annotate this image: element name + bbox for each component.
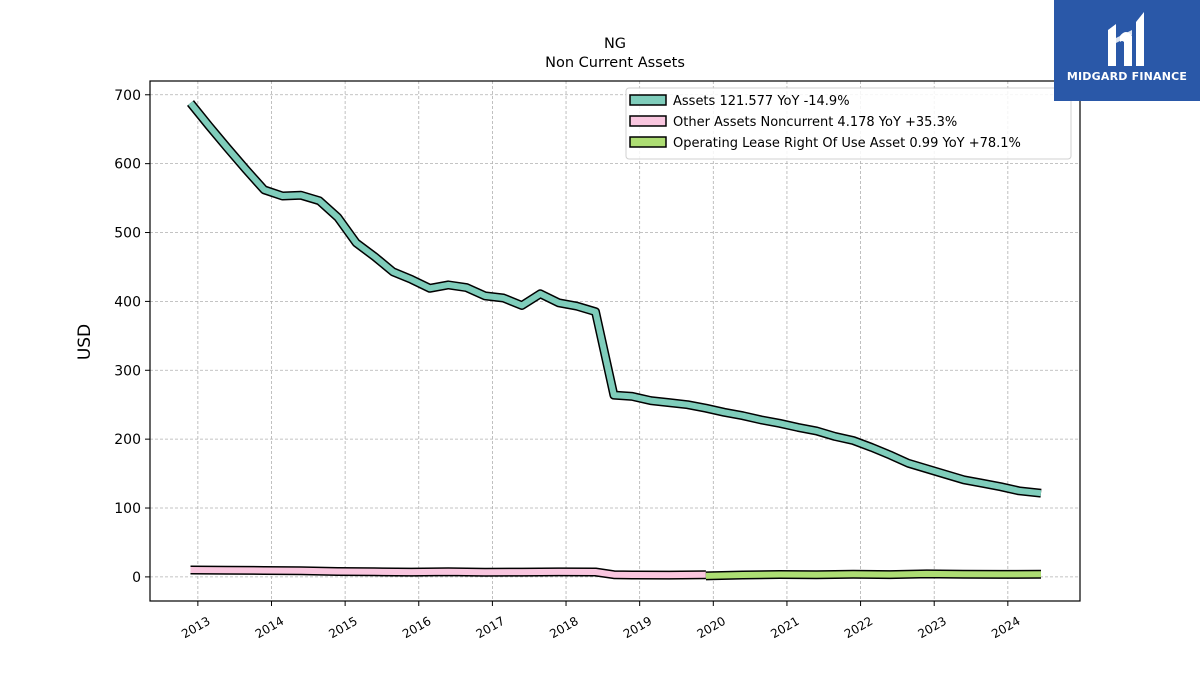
series-lines (186, 100, 1042, 581)
x-tick-label: 2018 (547, 614, 580, 641)
x-tick-label: 2021 (768, 614, 801, 641)
x-tick-label: 2020 (695, 614, 728, 641)
y-tick-label: 300 (114, 363, 141, 379)
legend-label: Other Assets Noncurrent 4.178 YoY +35.3% (673, 115, 957, 130)
x-tick-label: 2023 (915, 614, 948, 641)
x-tick-label: 2013 (179, 614, 212, 641)
series-line-2 (705, 570, 1042, 579)
y-axis-label: USD (75, 324, 95, 360)
legend-label: Assets 121.577 YoY -14.9% (673, 94, 850, 109)
grid (150, 81, 1080, 601)
series-outline-0 (186, 100, 1042, 498)
y-tick-label: 0 (132, 570, 141, 586)
legend-box (625, 87, 1072, 160)
x-tick-label: 2017 (474, 614, 507, 641)
logo-text: MIDGARD FINANCE (1066, 70, 1188, 83)
x-tick-label: 2016 (400, 614, 433, 641)
y-tick-label: 500 (114, 226, 141, 242)
legend-label: Operating Lease Right Of Use Asset 0.99 … (673, 136, 1021, 151)
plot-area-frame (149, 80, 1081, 602)
y-tick-label: 100 (114, 501, 141, 517)
midgard-finance-logo: MIDGARD FINANCE (1054, 0, 1200, 101)
chart-subtitle: Non Current Assets (545, 55, 685, 71)
y-tick-label: 400 (114, 294, 141, 310)
x-tick-label: 2015 (326, 614, 359, 641)
x-tick-label: 2019 (621, 614, 654, 641)
x-tick-label: 2024 (989, 614, 1022, 641)
legend-swatch (629, 94, 667, 106)
logo-mark-icon (1108, 12, 1144, 66)
legend: Assets 121.577 YoY -14.9% Other Assets No… (625, 87, 1072, 160)
legend-swatch (629, 136, 667, 148)
series-line-1 (190, 567, 706, 579)
chart-title: NG (604, 36, 626, 52)
series-line-0 (188, 101, 1042, 497)
legend-swatch (629, 115, 667, 127)
x-tick-label: 2022 (842, 614, 875, 641)
y-tick-label: 700 (114, 88, 141, 104)
y-tick-label: 600 (114, 157, 141, 173)
x-tick-label: 2014 (253, 614, 286, 641)
y-tick-label: 200 (114, 432, 141, 448)
